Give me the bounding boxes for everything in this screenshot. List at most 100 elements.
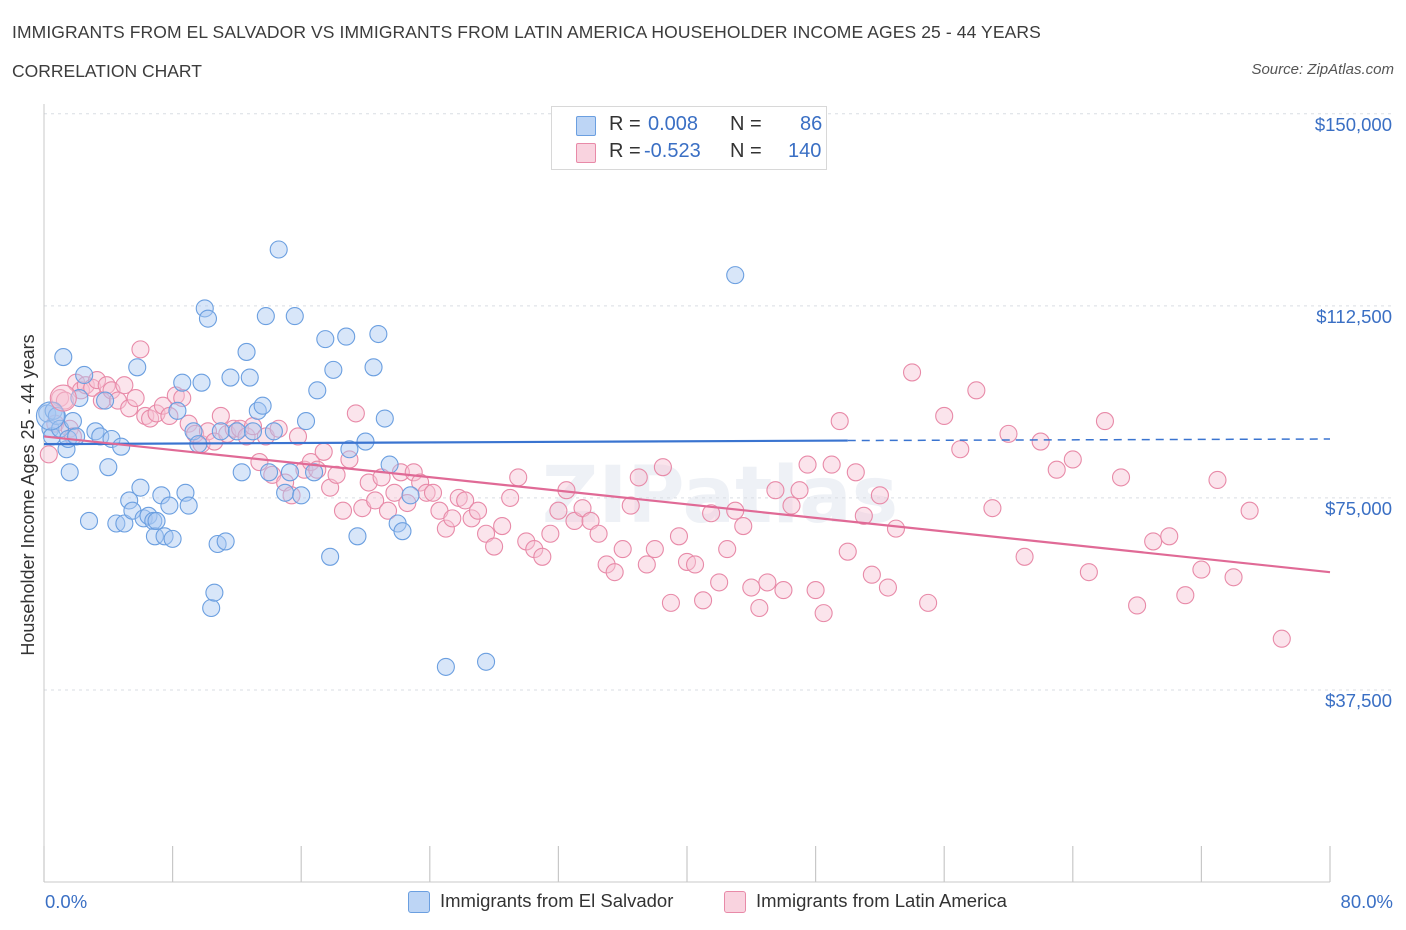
el-salvador-point: [280, 463, 299, 482]
el-salvador-point: [211, 422, 230, 441]
latin-america-point: [806, 581, 825, 600]
latin-america-point: [830, 412, 849, 431]
latin-america-point: [269, 419, 288, 438]
el-salvador-point: [369, 324, 388, 344]
latin-america-point: [870, 486, 889, 505]
el-salvador-point: [321, 547, 340, 566]
chart-title: IMMIGRANTS FROM EL SALVADOR VS IMMIGRANT…: [12, 22, 1041, 42]
el-salvador-point: [86, 422, 105, 441]
latin-america-point: [694, 591, 713, 610]
latin-america-point: [55, 391, 74, 410]
latin-america-point: [485, 537, 504, 556]
latin-america-point: [136, 406, 155, 426]
latin-america-point: [573, 499, 592, 518]
el-salvador-point: [259, 463, 279, 482]
latin-america-point: [1208, 470, 1227, 490]
latin-america-point: [1063, 450, 1082, 469]
legend-swatch-latin-america: [576, 143, 596, 163]
latin-america-point: [669, 527, 689, 546]
latin-america-point: [443, 509, 462, 528]
el-salvador-point: [348, 527, 367, 546]
latin-america-point: [153, 396, 173, 415]
el-salvador-point: [253, 396, 272, 415]
x-tick-label: 0.0%: [45, 891, 87, 912]
latin-america-point: [838, 542, 857, 561]
el-salvador-point: [115, 514, 134, 533]
latin-america-point: [501, 488, 520, 507]
legend-n-value: 140: [788, 140, 822, 162]
latin-america-point: [919, 593, 938, 612]
latin-america-point: [39, 445, 58, 464]
latin-america-point: [493, 517, 512, 536]
latin-america-point: [301, 452, 320, 472]
x-tick-label: 80.0%: [1341, 891, 1393, 912]
latin-america-point: [49, 384, 77, 412]
latin-america-point: [621, 496, 640, 515]
latin-america-point: [1192, 560, 1211, 579]
bottom-legend-swatch-latin-america: [724, 891, 746, 913]
latin-america-point: [790, 481, 809, 500]
el-salvador-trendline-extension: [847, 438, 1331, 442]
latin-america-point: [1160, 527, 1179, 546]
el-salvador-point: [393, 522, 412, 541]
latin-america-point: [798, 455, 817, 474]
el-salvador-point: [477, 652, 496, 671]
latin-america-point: [541, 524, 560, 543]
latin-america-point: [456, 491, 475, 510]
el-salvador-point: [401, 486, 420, 505]
latin-america-point: [653, 458, 672, 477]
legend-r-label: R =: [609, 113, 641, 135]
el-salvador-point: [168, 401, 187, 420]
latin-america-point: [423, 483, 443, 502]
latin-america-point: [120, 399, 139, 418]
correlation-legend: R = 0.008 N = 86 R = -0.523 N = 140: [551, 106, 827, 170]
el-salvador-point: [112, 437, 131, 456]
latin-america-point: [1015, 547, 1034, 566]
el-salvador-point: [198, 309, 218, 328]
el-salvador-point: [67, 427, 86, 446]
latin-america-point: [333, 501, 353, 520]
latin-america-point: [1224, 568, 1243, 587]
latin-america-point: [702, 504, 721, 523]
latin-america-point: [288, 427, 308, 446]
latin-america-point: [935, 406, 954, 426]
el-salvador-point: [160, 496, 179, 515]
el-salvador-point: [63, 412, 82, 431]
latin-america-point: [846, 463, 865, 482]
latin-america-point: [462, 509, 481, 528]
latin-america-point: [1079, 563, 1098, 582]
el-salvador-point: [145, 527, 164, 546]
latin-america-point: [854, 506, 873, 525]
latin-america-point: [366, 491, 385, 510]
el-salvador-point: [285, 307, 304, 326]
latin-america-point: [999, 424, 1018, 443]
latin-america-point: [1095, 412, 1114, 431]
latin-america-point: [766, 481, 785, 500]
latin-america-point: [126, 388, 145, 408]
latin-america-point: [198, 422, 218, 441]
el-salvador-trendline: [43, 439, 848, 446]
latin-america-point: [782, 496, 801, 515]
el-salvador-point: [264, 422, 283, 441]
el-salvador-point: [131, 478, 150, 497]
el-salvador-point: [179, 496, 198, 515]
el-salvador-point: [292, 486, 311, 505]
latin-america-point: [822, 455, 841, 474]
chart-subtitle: CORRELATION CHART: [12, 61, 202, 81]
latin-america-point: [411, 473, 430, 492]
latin-america-point: [605, 563, 624, 582]
el-salvador-point: [248, 401, 267, 420]
latin-america-point: [718, 540, 737, 559]
el-salvador-point: [375, 409, 394, 428]
y-axis-label: Householder Income Ages 25 - 44 years: [18, 334, 38, 655]
latin-america-point: [758, 573, 777, 592]
bottom-legend-swatch-el-salvador: [408, 891, 430, 913]
latin-america-point: [645, 540, 664, 559]
latin-america-point: [878, 578, 897, 597]
y-tick-label: $75,000: [1325, 498, 1392, 519]
latin-america-point: [1031, 432, 1050, 451]
latin-america-point: [774, 581, 793, 600]
el-salvador-point: [173, 373, 192, 392]
latin-america-point: [346, 404, 365, 423]
el-salvador-point: [128, 358, 147, 377]
